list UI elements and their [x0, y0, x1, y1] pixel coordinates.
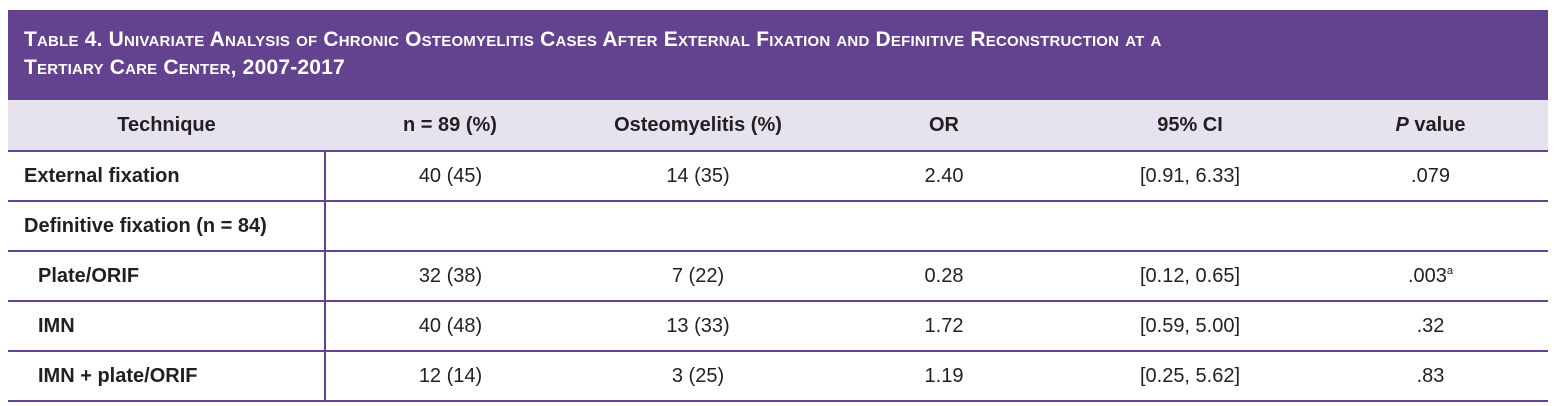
header-p-italic: P	[1395, 113, 1409, 136]
header-row: Technique n = 89 (%) Osteomyelitis (%) O…	[8, 100, 1548, 152]
cell-p: .003a	[1313, 251, 1548, 302]
cell-ci: [0.91, 6.33]	[1067, 151, 1313, 202]
header-p-value: P value	[1313, 100, 1548, 152]
cell-n: 12 (14)	[325, 351, 575, 402]
cell-osteomyelitis: 14 (35)	[575, 151, 821, 202]
table-row: IMN + plate/ORIF 12 (14) 3 (25) 1.19 [0.…	[8, 351, 1548, 402]
table-row: IMN 40 (48) 13 (33) 1.72 [0.59, 5.00] .3…	[8, 301, 1548, 352]
header-technique: Technique	[8, 100, 325, 152]
p-value: .83	[1416, 364, 1445, 387]
row-label: IMN + plate/ORIF	[8, 351, 326, 402]
p-value: .003	[1407, 264, 1447, 287]
cell-or: 0.28	[821, 251, 1067, 302]
cell-or: 1.72	[821, 301, 1067, 352]
cell-n: 32 (38)	[325, 251, 575, 302]
p-value: .079	[1411, 164, 1450, 187]
header-p-rest: value	[1408, 113, 1466, 136]
cell-or	[821, 201, 1067, 252]
cell-ci: [0.59, 5.00]	[1067, 301, 1313, 352]
header-ci: 95% CI	[1067, 100, 1313, 152]
cell-p: .079	[1313, 151, 1548, 202]
cell-n: 40 (45)	[325, 151, 575, 202]
cell-p	[1313, 201, 1548, 252]
cell-osteomyelitis: 7 (22)	[575, 251, 821, 302]
cell-ci	[1067, 201, 1313, 252]
table-row: Plate/ORIF 32 (38) 7 (22) 0.28 [0.12, 0.…	[8, 251, 1548, 302]
cell-osteomyelitis: 3 (25)	[575, 351, 821, 402]
row-label: Plate/ORIF	[8, 251, 326, 302]
row-label: IMN	[8, 301, 326, 352]
cell-or: 1.19	[821, 351, 1067, 402]
table-title-bar: Table 4. Univariate Analysis of Chronic …	[8, 10, 1548, 100]
header-n: n = 89 (%)	[325, 100, 575, 152]
cell-n	[325, 201, 575, 252]
p-footnote-marker: a	[1446, 264, 1454, 277]
header-or: OR	[821, 100, 1067, 152]
cell-n: 40 (48)	[325, 301, 575, 352]
header-osteomyelitis: Osteomyelitis (%)	[575, 100, 821, 152]
cell-p: .32	[1313, 301, 1548, 352]
cell-or: 2.40	[821, 151, 1067, 202]
cell-osteomyelitis	[575, 201, 821, 252]
cell-ci: [0.25, 5.62]	[1067, 351, 1313, 402]
table-title-line-1: Table 4. Univariate Analysis of Chronic …	[24, 28, 1162, 51]
results-table: Technique n = 89 (%) Osteomyelitis (%) O…	[8, 100, 1548, 402]
cell-ci: [0.12, 0.65]	[1067, 251, 1313, 302]
table-row: Definitive fixation (n = 84)	[8, 201, 1548, 252]
row-label: Definitive fixation (n = 84)	[8, 201, 326, 252]
row-label: External fixation	[8, 151, 326, 202]
table-figure: Table 4. Univariate Analysis of Chronic …	[8, 10, 1548, 402]
cell-osteomyelitis: 13 (33)	[575, 301, 821, 352]
table-title-line-2: Tertiary Care Center, 2007-2017	[24, 56, 345, 79]
cell-p: .83	[1313, 351, 1548, 402]
table-row: External fixation 40 (45) 14 (35) 2.40 […	[8, 151, 1548, 202]
p-value: .32	[1416, 314, 1445, 337]
